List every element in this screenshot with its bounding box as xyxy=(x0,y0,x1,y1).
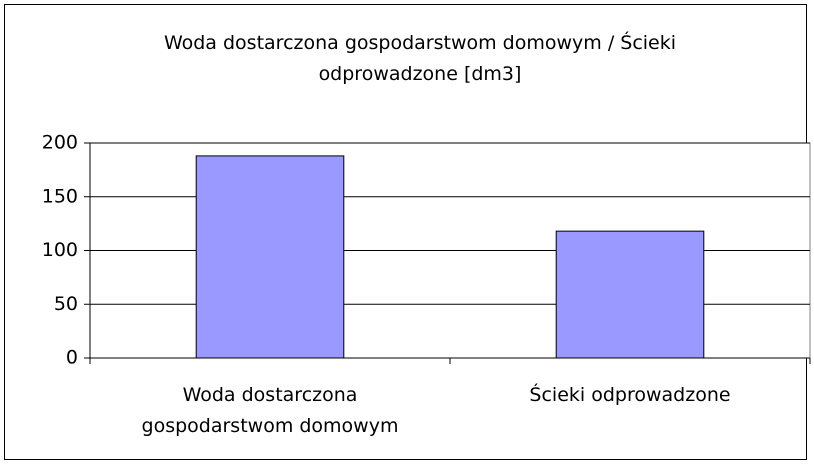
chart-title: Woda dostarczona gospodarstwom domowym /… xyxy=(163,32,677,85)
y-tick-label: 200 xyxy=(42,132,78,154)
y-tick-label: 0 xyxy=(66,347,78,369)
x-tick-label: Woda dostarczona gospodarstwom domowym xyxy=(141,384,399,437)
y-tick-label: 50 xyxy=(54,293,78,315)
bar xyxy=(555,230,705,359)
x-tick-label: Ścieki odprowadzone xyxy=(529,384,731,406)
bar xyxy=(195,155,345,359)
y-tick-label: 150 xyxy=(42,185,78,207)
y-tick-label: 100 xyxy=(42,239,78,261)
